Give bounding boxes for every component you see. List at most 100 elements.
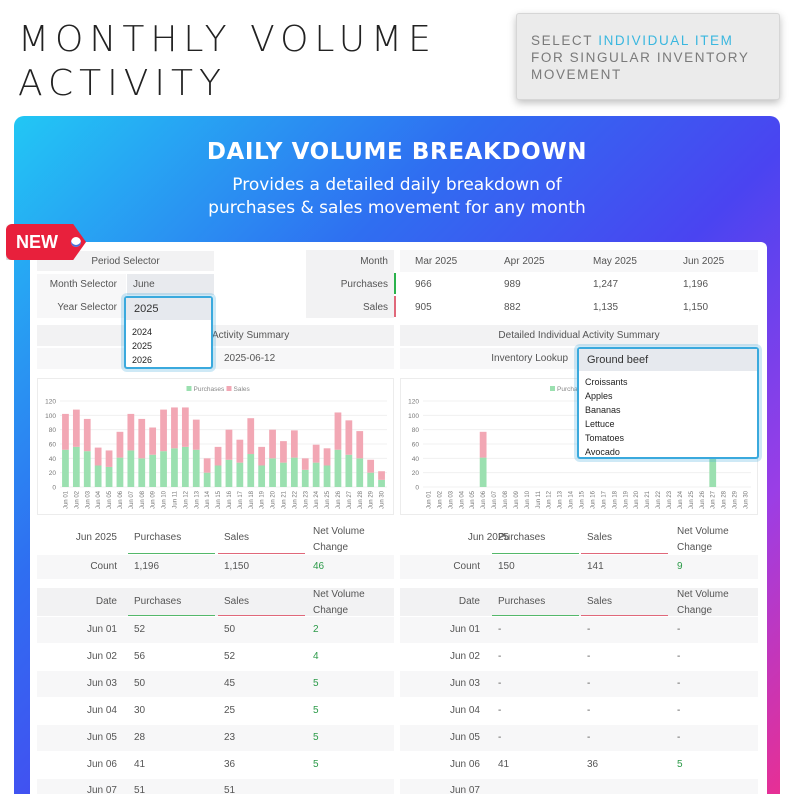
x-tick-label: Jun 23 — [667, 490, 673, 509]
bar-purchases — [269, 458, 276, 487]
y-tick-label: 0 — [415, 485, 419, 492]
row-date: Jun 07 — [449, 785, 480, 794]
row-sales: 45 — [224, 678, 236, 689]
x-tick-label: Jun 21 — [645, 490, 651, 509]
x-tick-label: Jun 10 — [162, 490, 168, 509]
bar-purchases — [94, 465, 102, 487]
row-purchases: 51 — [134, 785, 146, 794]
row-sales: 23 — [224, 732, 236, 743]
bar-sales — [280, 441, 287, 463]
row-net: - — [677, 732, 681, 743]
inventory-lookup-label: Inventory Lookup — [491, 353, 568, 364]
year-option-2024[interactable]: 2024 — [132, 327, 153, 337]
month-selector-cell[interactable] — [127, 274, 214, 295]
purchases-marker — [394, 273, 396, 294]
summary-left-purchases: 1,196 — [134, 561, 160, 572]
y-tick-label: 80 — [49, 427, 57, 434]
bar-purchases — [149, 454, 157, 487]
bar-purchases — [83, 451, 91, 487]
x-tick-label: Jun 14 — [569, 490, 575, 509]
bar-sales — [62, 413, 69, 450]
year-option-2025[interactable]: 2025 — [132, 341, 153, 351]
row-date: Jun 04 — [449, 705, 480, 716]
daily-right-date-header: Date — [458, 596, 480, 607]
row-net: - — [677, 651, 681, 662]
inventory-option-avocado[interactable]: Avocado — [585, 447, 620, 457]
x-tick-label: Jun 12 — [183, 490, 189, 509]
row-date: Jun 06 — [449, 759, 480, 770]
row-sales: - — [587, 732, 591, 743]
period-label-column — [37, 274, 126, 318]
summary-right-purchases-header: Purchases — [498, 532, 546, 543]
table-row — [400, 779, 758, 794]
x-tick-label: Jun 07 — [129, 490, 135, 509]
inventory-option-croissants[interactable]: Croissants — [585, 377, 628, 387]
inventory-lookup-dropdown[interactable]: Ground beef Croissants Apples Bananas Le… — [577, 347, 759, 459]
daily-left-net-l2: Change — [313, 605, 349, 616]
row-purchases: - — [498, 651, 502, 662]
row-net: - — [677, 705, 681, 716]
row-net: 4 — [313, 651, 319, 662]
summary-left-period: Jun 2025 — [75, 532, 117, 543]
inventory-option-tomatoes[interactable]: Tomatoes — [585, 433, 625, 443]
y-tick-label: 120 — [45, 399, 56, 406]
legend-purchases-label: Purchases — [194, 386, 225, 393]
net-header-l1: Net Volume — [313, 526, 365, 537]
month-col-1: Mar 2025 — [415, 256, 458, 267]
inventory-lookup-current[interactable]: Ground beef — [579, 349, 757, 371]
daily-left-purchases-underline — [128, 615, 215, 616]
bar-purchases — [258, 465, 266, 487]
net-header-r1: Net Volume — [677, 526, 729, 537]
activity-summary-title: Activity Summary — [212, 330, 290, 341]
daily-left-header-bg — [37, 588, 394, 616]
table-row — [37, 671, 394, 697]
row-purchases: 41 — [498, 759, 510, 770]
legend-sales-swatch — [226, 386, 232, 391]
page-title-line1: MONTHLY VOLUME — [18, 19, 437, 60]
summary-right-net-header: Net Volume Change — [677, 524, 729, 556]
table-row — [37, 725, 394, 751]
row-sales: 52 — [224, 651, 236, 662]
x-tick-label: Jun 05 — [107, 490, 113, 509]
x-tick-label: Jun 14 — [205, 490, 211, 509]
bar-sales — [334, 412, 342, 450]
bar-sales — [116, 431, 124, 458]
summary-left-count-label: Count — [90, 561, 117, 572]
x-tick-label: Jun 09 — [514, 490, 520, 509]
row-date: Jun 06 — [86, 759, 117, 770]
banner-title: DAILY VOLUME BREAKDOWN — [206, 139, 588, 165]
sales-jun: 1,150 — [683, 302, 709, 313]
year-selector-dropdown[interactable]: 2025 2024 2025 2026 — [124, 296, 213, 369]
inventory-option-lettuce[interactable]: Lettuce — [585, 419, 615, 429]
summary-left-net-header: Net Volume Change — [313, 524, 365, 556]
x-tick-label: Jun 19 — [623, 490, 629, 509]
daily-right-net-l1: Net Volume — [677, 589, 729, 600]
daily-right-purchases-header: Purchases — [498, 596, 546, 607]
table-row — [400, 644, 758, 670]
daily-right-sales-underline — [581, 615, 668, 616]
row-purchases: 56 — [134, 651, 146, 662]
x-tick-label: Jun 17 — [238, 490, 244, 509]
bar-sales — [225, 429, 233, 460]
bar-sales — [149, 427, 157, 455]
bar-purchases — [116, 457, 124, 487]
month-col-4: Jun 2025 — [683, 256, 725, 267]
year-selector-current[interactable]: 2025 — [126, 298, 211, 320]
bar-sales — [214, 446, 222, 466]
period-selector-title: Period Selector — [91, 256, 160, 267]
bar-sales — [203, 458, 211, 473]
table-row — [37, 779, 394, 794]
x-tick-label: Jun 12 — [547, 490, 553, 509]
legend-purchases-swatch — [186, 386, 192, 391]
y-tick-label: 60 — [49, 442, 57, 449]
bar-sales — [258, 446, 266, 466]
summary-left-net: 46 — [313, 561, 325, 572]
x-tick-label: Jun 03 — [85, 490, 91, 509]
row-date: Jun 03 — [86, 678, 117, 689]
year-option-2026[interactable]: 2026 — [132, 355, 153, 365]
inventory-option-apples[interactable]: Apples — [585, 391, 613, 401]
bar-sales — [236, 439, 244, 463]
table-row — [400, 698, 758, 724]
inventory-option-bananas[interactable]: Bananas — [585, 405, 621, 415]
purchases-may: 1,247 — [593, 279, 619, 290]
